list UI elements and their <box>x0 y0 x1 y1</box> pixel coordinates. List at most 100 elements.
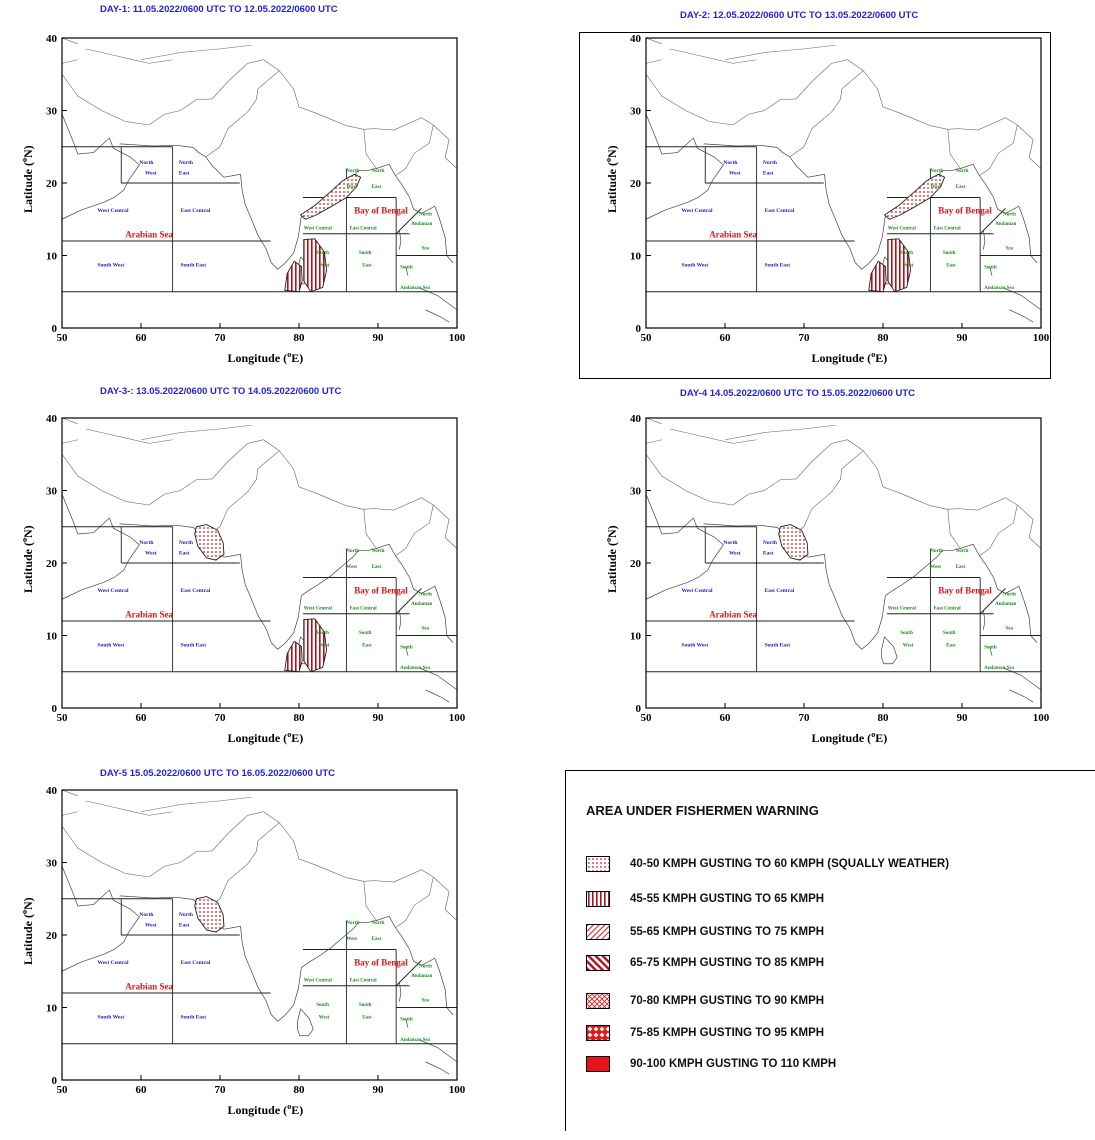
heavy-hatch-swatch-icon <box>586 955 610 971</box>
x-axis-label-text: Longitude ( <box>228 731 288 745</box>
y-axis-label-unit: N) <box>21 145 35 158</box>
region-label: South <box>943 631 956 636</box>
y-axis-label: Latitude (oN) <box>20 897 35 965</box>
region-label: Andaman <box>411 222 432 227</box>
region-label: West Central <box>682 208 713 214</box>
x-tick-label: 100 <box>449 712 466 724</box>
region-label: East <box>372 565 382 570</box>
y-tick-label: 30 <box>630 106 642 118</box>
x-axis-label-unit: E) <box>291 731 303 745</box>
region-label: Andaman Sea <box>984 286 1014 291</box>
y-tick-label: 10 <box>46 251 58 263</box>
x-axis-label-text: Longitude ( <box>812 731 872 745</box>
region-label: Andaman Sea <box>400 666 430 671</box>
region-label: East <box>179 550 190 556</box>
vertical-lines-swatch-icon <box>586 891 610 907</box>
region-label: Andaman Sea <box>400 286 430 291</box>
region-label: Andaman <box>995 602 1016 607</box>
region-label: North <box>346 169 359 174</box>
x-tick-label: 60 <box>136 1084 148 1096</box>
region-label: South <box>984 266 997 271</box>
y-axis-label-unit: N) <box>21 897 35 910</box>
y-axis-label: Latitude (oN) <box>604 525 619 593</box>
y-axis-label-text: Latitude ( <box>21 914 35 965</box>
x-axis-label-unit: E) <box>875 731 887 745</box>
region-label: South <box>316 631 329 636</box>
warning-zone-dotted-northwest-bay <box>883 173 946 220</box>
y-axis-label-unit: N) <box>605 145 619 158</box>
region-label: East Central <box>181 960 211 966</box>
legend-label: 70-80 KMPH GUSTING TO 90 KMPH <box>630 995 825 1007</box>
x-tick-label: 70 <box>215 1084 227 1096</box>
x-tick-label: 50 <box>641 332 653 344</box>
region-label: West <box>346 565 357 570</box>
region-label: West <box>346 937 357 942</box>
x-tick-label: 50 <box>57 1084 69 1096</box>
region-label: South <box>316 251 329 256</box>
x-axis-label: Longitude (oE) <box>228 730 304 745</box>
x-axis-label: Longitude (oE) <box>228 350 304 365</box>
x-tick-label: 90 <box>957 712 969 724</box>
y-axis-label-text: Latitude ( <box>21 542 35 593</box>
region-label: West <box>903 643 914 648</box>
region-label: Sea <box>421 999 429 1004</box>
region-label: Andaman <box>411 602 432 607</box>
region-label: North <box>419 965 432 970</box>
region-label: East <box>956 185 966 190</box>
panel-title: DAY-1: 11.05.2022/0600 UTC TO 12.05.2022… <box>100 4 338 15</box>
x-tick-label: 50 <box>641 712 653 724</box>
region-label: North <box>346 921 359 926</box>
y-tick-label: 30 <box>46 858 58 870</box>
legend-item-solid: 90-100 KMPH GUSTING TO 110 KMPH <box>586 1053 836 1075</box>
region-label: East <box>946 643 956 648</box>
y-axis-label-sup: o <box>20 538 29 542</box>
region-label: South <box>900 251 913 256</box>
x-axis-label-text: Longitude ( <box>228 1103 288 1117</box>
region-label: North <box>139 160 153 166</box>
sea-label-bengal: Bay of Bengal <box>354 205 408 215</box>
region-label: West Central <box>98 208 129 214</box>
y-axis-label-text: Latitude ( <box>21 162 35 213</box>
region-label: West Central <box>98 960 129 966</box>
region-label: West Central <box>304 978 333 983</box>
map-day3: North West North East West Central East Centr… <box>20 413 466 745</box>
region-label: North <box>763 160 777 166</box>
region-label: North <box>179 160 193 166</box>
region-label: East <box>362 263 372 268</box>
x-tick-label: 70 <box>799 712 811 724</box>
solid-red-swatch-icon <box>586 1056 610 1072</box>
x-axis-label: Longitude (oE) <box>812 350 888 365</box>
y-axis-label: Latitude (oN) <box>20 145 35 213</box>
region-label: South <box>984 646 997 651</box>
legend-item-diag-heavy: 65-75 KMPH GUSTING TO 85 KMPH <box>586 952 824 974</box>
x-tick-label: 100 <box>449 332 466 344</box>
region-label: East Central <box>765 588 795 594</box>
region-label: West <box>729 550 741 556</box>
x-axis-label: Longitude (oE) <box>812 730 888 745</box>
x-tick-label: 90 <box>373 712 385 724</box>
y-axis-label-unit: N) <box>21 525 35 538</box>
y-tick-label: 10 <box>46 631 58 643</box>
sea-label-arabian: Arabian Sea <box>709 609 757 619</box>
region-label: East Central <box>181 208 211 214</box>
warning-zone-vertical-srilanka <box>284 640 303 673</box>
region-label: West <box>145 170 157 176</box>
x-axis-label-sup: o <box>287 350 291 359</box>
y-axis-label-sup: o <box>604 158 613 162</box>
x-tick-label: 80 <box>878 332 890 344</box>
warning-zone-vertical-srilanka <box>284 260 303 293</box>
x-tick-label: 50 <box>57 712 69 724</box>
y-tick-label: 0 <box>52 323 58 335</box>
region-label: South West <box>682 642 709 648</box>
region-label: North <box>372 921 385 926</box>
region-label: West Central <box>304 226 333 231</box>
region-label: West Central <box>682 588 713 594</box>
region-label: West <box>145 550 157 556</box>
legend-label: 55-65 KMPH GUSTING TO 75 KMPH <box>630 926 825 938</box>
warning-zone-vertical-southwest-bay <box>887 238 912 293</box>
region-label: East <box>946 263 956 268</box>
y-axis-label-sup: o <box>20 158 29 162</box>
region-label: South East <box>181 262 207 268</box>
y-tick-label: 30 <box>630 486 642 498</box>
region-label: West <box>145 922 157 928</box>
